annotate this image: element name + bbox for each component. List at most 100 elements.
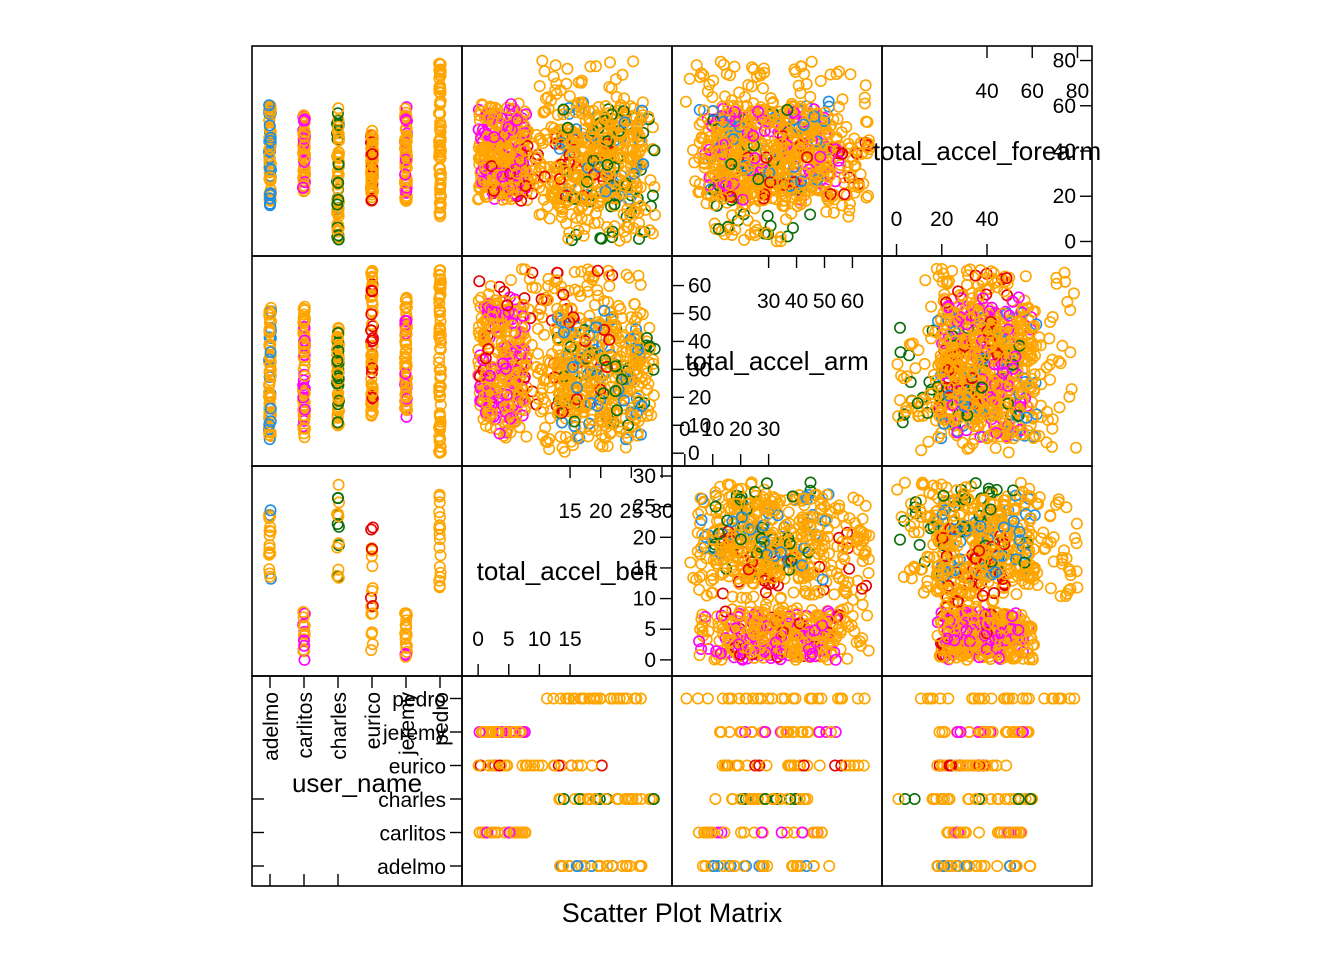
data-point: [745, 61, 758, 74]
data-point: [589, 60, 602, 73]
data-point: [631, 426, 644, 439]
data-point: [733, 692, 746, 705]
data-point: [601, 158, 614, 171]
data-point: [561, 121, 574, 134]
data-point: [863, 143, 876, 156]
data-point: [858, 692, 871, 705]
data-point: [842, 137, 855, 150]
data-point: [399, 113, 412, 126]
data-point: [331, 198, 344, 211]
data-point: [617, 394, 630, 407]
data-point: [332, 510, 345, 523]
data-point: [858, 91, 871, 104]
data-point: [627, 55, 640, 68]
data-point: [637, 158, 650, 171]
data-point: [777, 176, 790, 189]
data-point: [752, 173, 765, 186]
data-point: [749, 219, 762, 232]
data-point: [737, 163, 750, 176]
data-point: [365, 523, 378, 536]
data-point: [844, 68, 857, 81]
data-point: [564, 191, 577, 204]
data-point: [1055, 692, 1068, 705]
data-point: [297, 619, 310, 632]
data-point: [576, 191, 589, 204]
data-point: [528, 759, 541, 772]
data-point: [788, 759, 801, 772]
data-point: [759, 792, 772, 805]
data-point: [751, 792, 764, 805]
data-point: [331, 182, 344, 195]
data-point: [772, 112, 785, 125]
data-point: [506, 319, 519, 332]
data-point: [730, 144, 743, 157]
data-point: [601, 366, 614, 379]
data-point: [984, 792, 997, 805]
data-point: [485, 826, 498, 839]
data-point: [715, 609, 728, 622]
data-point: [609, 360, 622, 373]
data-point: [536, 759, 549, 772]
data-point: [709, 792, 722, 805]
data-point: [816, 573, 829, 586]
data-point: [742, 563, 755, 576]
data-point: [433, 407, 446, 420]
data-point: [831, 113, 844, 126]
data-point: [747, 191, 760, 204]
data-point: [579, 317, 592, 330]
data-point: [766, 792, 779, 805]
data-point: [841, 652, 854, 665]
data-point: [820, 205, 833, 218]
data-point: [400, 609, 413, 622]
data-point: [840, 587, 853, 600]
data-point: [520, 350, 533, 363]
data-point: [264, 183, 277, 196]
data-point: [819, 514, 832, 527]
data-point: [817, 169, 830, 182]
data-point: [836, 692, 849, 705]
data-point: [593, 143, 606, 156]
data-point: [492, 318, 505, 331]
data-point: [731, 181, 744, 194]
data-point: [810, 143, 823, 156]
data-point: [474, 177, 487, 190]
data-point: [817, 122, 830, 135]
data-point: [976, 792, 989, 805]
data-point: [263, 122, 276, 135]
data-point: [1020, 692, 1033, 705]
data-point: [332, 193, 345, 206]
data-point: [366, 391, 379, 404]
data-point: [596, 117, 609, 130]
data-point: [584, 60, 597, 73]
data-point: [820, 725, 833, 738]
data-point: [692, 508, 705, 521]
data-point: [541, 91, 554, 104]
data-point: [636, 96, 649, 109]
data-point: [263, 390, 276, 403]
data-point: [634, 200, 647, 213]
data-point: [544, 190, 557, 203]
data-point: [640, 331, 653, 344]
data-point: [759, 586, 772, 599]
data-point: [399, 168, 412, 181]
data-point: [716, 692, 729, 705]
data-point: [544, 412, 557, 425]
data-point: [862, 189, 875, 202]
data-point: [433, 281, 446, 294]
data-point: [738, 233, 751, 246]
data-point: [815, 692, 828, 705]
data-point: [524, 759, 537, 772]
data-point: [609, 385, 622, 398]
data-point: [974, 759, 987, 772]
data-point: [624, 153, 637, 166]
data-point: [823, 859, 836, 872]
data-point: [503, 826, 516, 839]
data-point: [958, 826, 971, 839]
data-point: [264, 171, 277, 184]
data-point: [609, 318, 622, 331]
data-point: [565, 302, 578, 315]
data-point: [517, 298, 530, 311]
data-point: [851, 692, 864, 705]
data-point: [908, 792, 921, 805]
data-point: [472, 192, 485, 205]
